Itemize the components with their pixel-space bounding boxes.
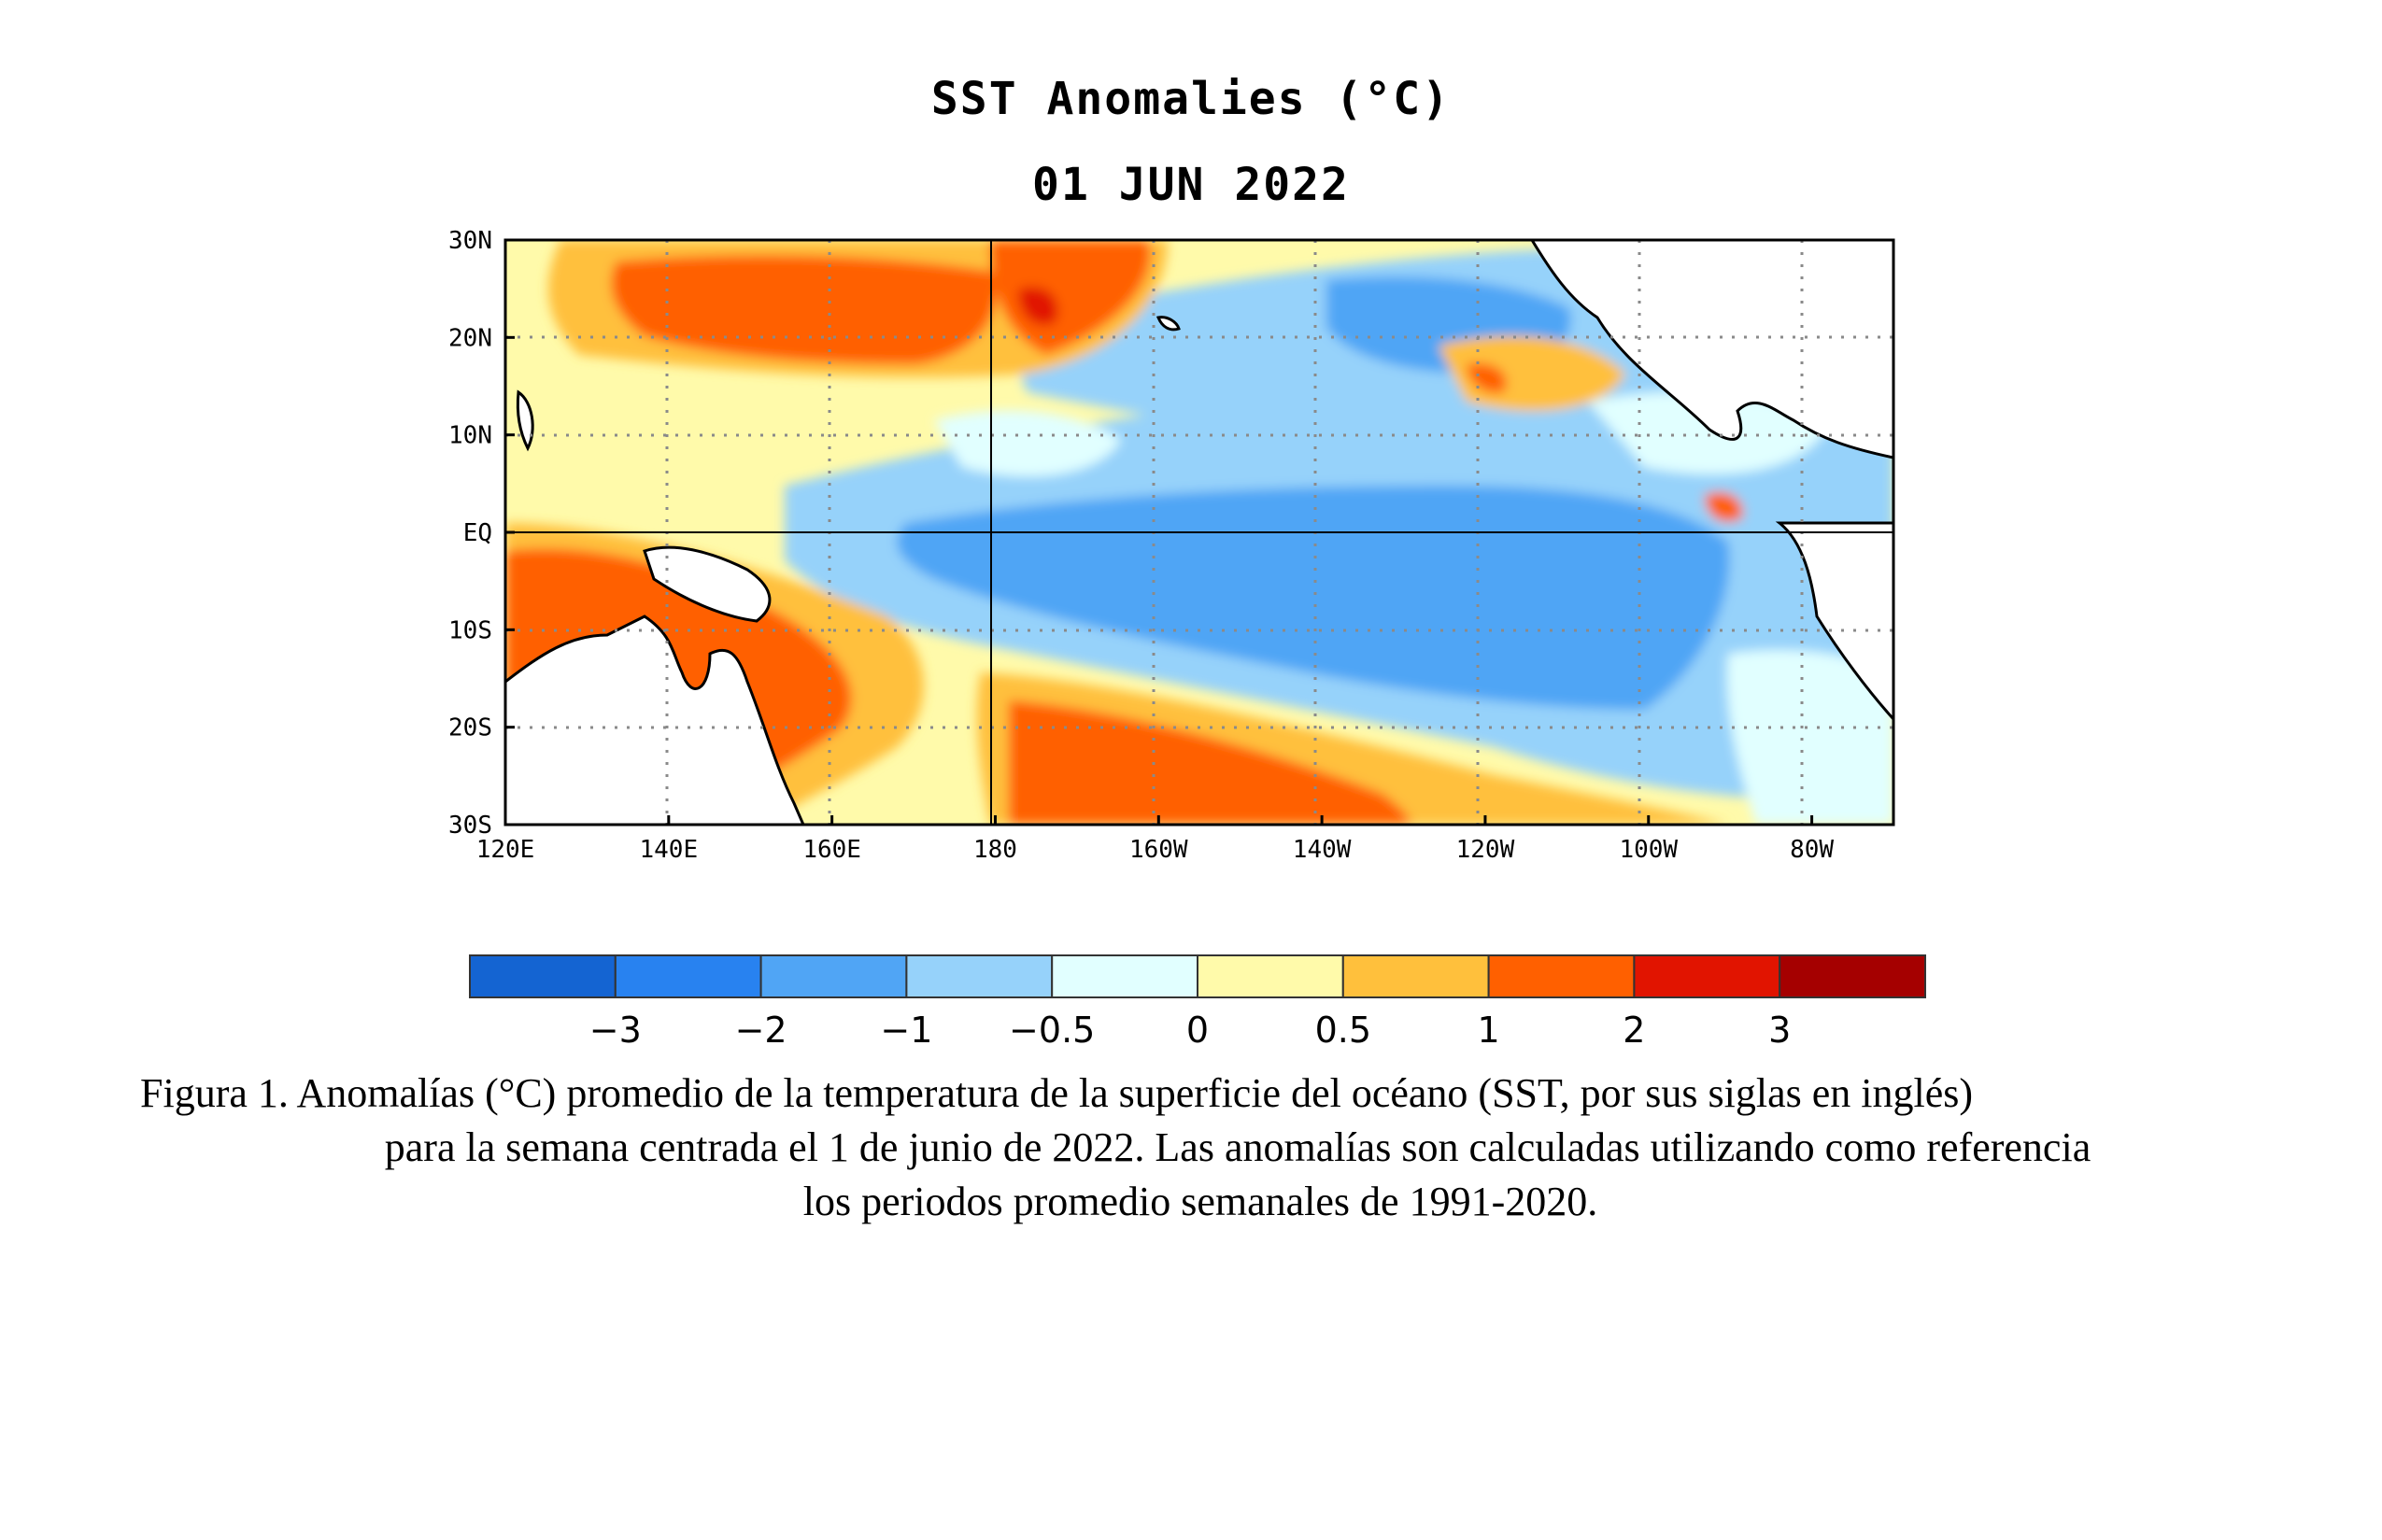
colorbar-swatch — [1051, 954, 1198, 998]
colorbar-tick-label: 0 — [1186, 1010, 1209, 1051]
land-masses — [505, 240, 1893, 825]
y-tick-label: 30S — [448, 812, 492, 840]
y-tick-label: 30N — [448, 227, 492, 255]
colorbar-tick-label: 3 — [1768, 1010, 1791, 1051]
colorbar-tick-label: 0.5 — [1315, 1010, 1371, 1051]
caption-line-2: para la semana centrada el 1 de junio de… — [384, 1124, 2091, 1170]
south-america — [1775, 521, 1893, 722]
x-tick-label: 120W — [1456, 836, 1515, 864]
n-central-warm — [990, 240, 1151, 355]
se-pale — [1727, 650, 1893, 825]
light-cyan-patches — [934, 391, 1831, 476]
x-tick-label: 140W — [1293, 836, 1352, 864]
colorbar-swatch — [1779, 954, 1926, 998]
anomaly-field — [505, 240, 1893, 825]
colorbar-swatch — [1633, 954, 1781, 998]
colorbar-swatch — [1197, 954, 1344, 998]
colorbar-swatch — [614, 954, 762, 998]
colorbar-tick-label: −2 — [735, 1010, 787, 1051]
y-tick-label: 10S — [448, 616, 492, 644]
hawaii — [1156, 316, 1181, 332]
y-tick-label: 10N — [448, 422, 492, 450]
y-axis: 30N 20N 10N EQ 10S 20S 30S — [448, 227, 515, 840]
figure-caption: Figura 1. Anomalías (°C) promedio de la … — [140, 1067, 2242, 1229]
australia — [505, 615, 805, 825]
colorbar: −3 −2 −1 −0.5 0 0.5 1 2 3 — [469, 954, 1926, 1051]
y-tick-label: 20S — [448, 714, 492, 742]
colorbar-swatch — [1487, 954, 1636, 998]
x-tick-label: 80W — [1790, 836, 1834, 864]
e-pacific-warm — [1705, 491, 1743, 522]
n-central-hot — [1018, 287, 1058, 326]
colorbar-swatch — [759, 954, 908, 998]
north-america — [1530, 240, 1893, 459]
philippines — [516, 389, 534, 452]
colorbar-tick-label: −1 — [880, 1010, 932, 1051]
colorbar-tick-label: −3 — [589, 1010, 642, 1051]
caption-line-1: Figura 1. Anomalías (°C) promedio de la … — [140, 1070, 1974, 1116]
colorbar-tick-label: 2 — [1623, 1010, 1645, 1051]
sst-anomaly-map: 30N 20N 10N EQ 10S 20S 30S 120E 140E 160E 180 160W… — [448, 227, 1926, 1051]
cold-tongue-core — [897, 486, 1730, 710]
ne-warm-core — [1467, 363, 1507, 393]
x-tick-label: 160W — [1129, 836, 1188, 864]
s-central-warm-core — [1009, 700, 1411, 825]
new-guinea — [643, 545, 772, 623]
x-tick-label: 140E — [640, 836, 699, 864]
colorbar-swatch — [905, 954, 1054, 998]
x-tick-label: 100W — [1619, 836, 1678, 864]
x-axis: 120E 140E 160E 180 160W 140W 120W 100W 80W — [476, 815, 1834, 864]
colorbar-tick-label: 1 — [1478, 1010, 1500, 1051]
colorbar-swatch — [1341, 954, 1490, 998]
x-tick-label: 160E — [802, 836, 861, 864]
y-tick-label: 20N — [448, 324, 492, 352]
colorbar-swatch — [469, 954, 617, 998]
nw-warm-core — [611, 255, 997, 364]
x-tick-label: 180 — [973, 836, 1017, 864]
chart-subtitle: 01 JUN 2022 — [1032, 159, 1350, 211]
y-tick-label: EQ — [463, 519, 492, 547]
chart-title: SST Anomalies (°C) — [930, 73, 1452, 125]
ne-warm-patch — [1439, 336, 1625, 411]
caption-line-3: los periodos promedio semanales de 1991-… — [802, 1179, 1598, 1224]
colorbar-tick-label: −0.5 — [1009, 1010, 1095, 1051]
x-tick-label: 120E — [476, 836, 535, 864]
